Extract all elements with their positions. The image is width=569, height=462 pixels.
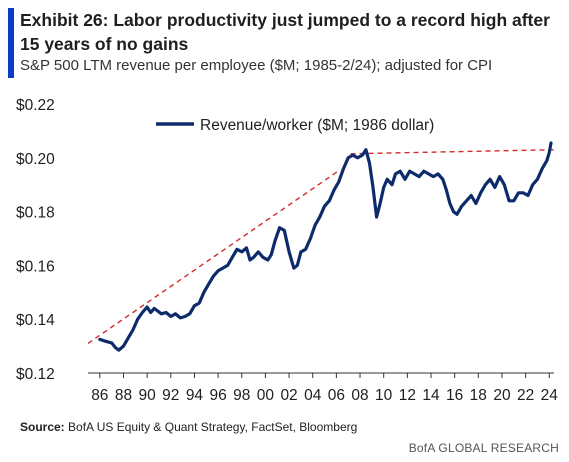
source-label: Source: [20, 420, 65, 434]
x-tick-label: 24 [541, 387, 559, 404]
x-tick-label: 94 [186, 387, 204, 404]
trend-line [350, 149, 555, 155]
series-line [98, 141, 553, 352]
y-tick-label: $0.16 [16, 258, 55, 275]
legend-label: Revenue/worker ($M; 1986 dollar) [200, 117, 434, 134]
x-tick-label: 86 [91, 387, 108, 404]
y-tick-label: $0.20 [16, 151, 55, 168]
x-tick-label: 12 [399, 387, 416, 404]
x-tick-label: 22 [517, 387, 534, 404]
accent-bar [8, 8, 14, 78]
x-tick-label: 92 [162, 387, 179, 404]
y-tick-label: $0.12 [16, 366, 55, 383]
x-tick-label: 18 [470, 387, 487, 404]
x-tick-label: 00 [257, 387, 275, 404]
brand-credit: BofA GLOBAL RESEARCH [408, 441, 559, 455]
x-tick-label: 96 [209, 387, 226, 404]
source-note: Source: BofA US Equity & Quant Strategy,… [20, 420, 357, 434]
x-tick-label: 98 [233, 387, 250, 404]
x-tick-label: 14 [422, 387, 440, 404]
trend-line [87, 170, 340, 344]
x-tick-label: 02 [280, 387, 297, 404]
x-tick-label: 16 [446, 387, 463, 404]
x-tick-label: 88 [115, 387, 132, 404]
y-tick-label: $0.22 [16, 97, 55, 114]
x-tick-label: 06 [328, 387, 345, 404]
x-tick-label: 20 [493, 387, 511, 404]
x-tick-label: 10 [375, 387, 393, 404]
x-tick-label: 04 [304, 387, 322, 404]
chart-title: Exhibit 26: Labor productivity just jump… [20, 10, 550, 54]
y-tick-label: $0.18 [16, 205, 55, 222]
source-text: BofA US Equity & Quant Strategy, FactSet… [68, 420, 358, 434]
x-tick-label: 90 [139, 387, 157, 404]
chart-subtitle: S&P 500 LTM revenue per employee ($M; 19… [20, 57, 493, 74]
y-tick-label: $0.14 [16, 312, 55, 329]
x-tick-label: 08 [351, 387, 368, 404]
